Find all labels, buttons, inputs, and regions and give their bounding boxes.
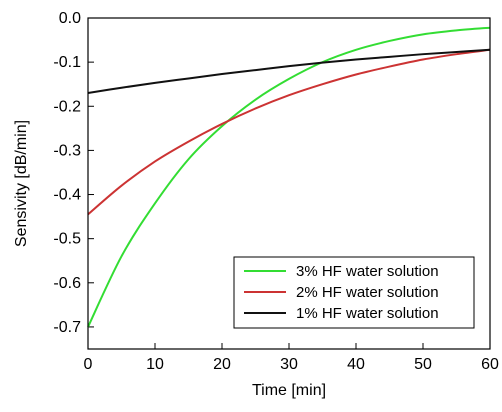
legend: 3% HF water solution 2% HF water solution… xyxy=(233,256,475,329)
series-layer xyxy=(87,26,491,328)
x-tick-label: 20 xyxy=(213,356,231,373)
y-tick-label: -0.6 xyxy=(53,275,81,292)
plot-area-frame xyxy=(87,17,491,350)
y-tick-label: -0.4 xyxy=(53,187,81,204)
y-tick-label: -0.1 xyxy=(53,54,81,71)
y-tick-label: -0.5 xyxy=(53,231,81,248)
y-tick-label: -0.2 xyxy=(53,98,81,115)
y-tick-label: 0.0 xyxy=(59,10,81,27)
x-tick-label: 60 xyxy=(481,356,499,373)
x-tick-label: 50 xyxy=(414,356,432,373)
x-tick-label: 40 xyxy=(347,356,365,373)
series-line-1 xyxy=(87,26,491,328)
x-axis-title: Time [min] xyxy=(252,382,326,399)
y-tick-label: -0.3 xyxy=(53,142,81,159)
series-line-3 xyxy=(87,48,491,95)
y-axis-ticks: 0.0 -0.1 -0.2 -0.3 -0.4 -0.5 -0.6 -0.7 xyxy=(53,10,94,336)
legend-label-2: 2% HF water solution xyxy=(296,284,439,301)
legend-label-3: 1% HF water solution xyxy=(296,305,439,322)
x-axis-ticks: 0 10 20 30 40 50 60 xyxy=(84,343,499,373)
x-tick-label: 10 xyxy=(146,356,164,373)
x-tick-label: 30 xyxy=(280,356,298,373)
x-tick-label: 0 xyxy=(84,356,93,373)
legend-label-1: 3% HF water solution xyxy=(296,263,439,280)
y-axis-title: Sensivity [dB/min] xyxy=(13,120,30,247)
series-line-2 xyxy=(87,48,491,216)
y-tick-label: -0.7 xyxy=(53,319,81,336)
